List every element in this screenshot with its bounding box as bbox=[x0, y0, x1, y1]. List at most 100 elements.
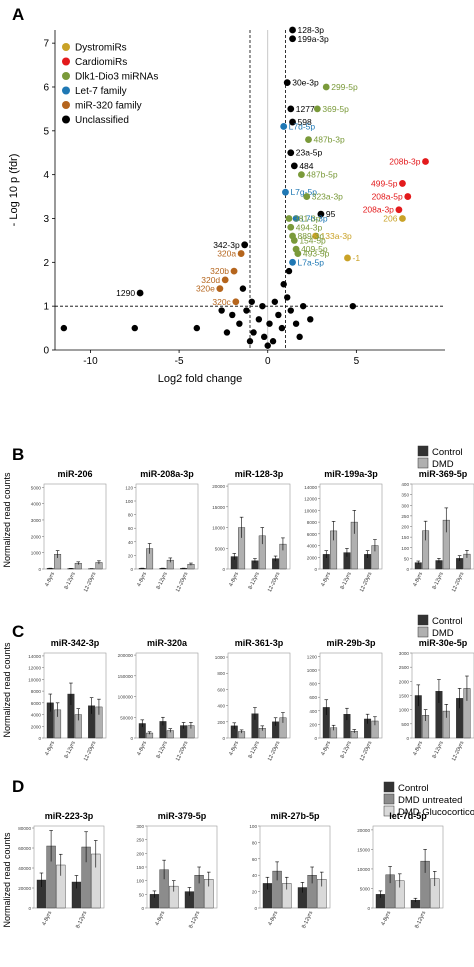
x-tick-label: 8-12yrs bbox=[340, 740, 353, 759]
panel-c-letter: C bbox=[12, 622, 24, 641]
y-tick-label: 60000 bbox=[18, 846, 31, 851]
volcano-point bbox=[285, 267, 293, 275]
point-label: 598 bbox=[298, 117, 312, 127]
y-tick-label: 4 bbox=[43, 170, 49, 181]
point-label: 320b bbox=[210, 266, 229, 276]
y-tick-label: 0 bbox=[367, 906, 370, 911]
volcano-point-labeled bbox=[280, 123, 288, 130]
volcano-point bbox=[229, 311, 236, 319]
x-tick-label: 8-12yrs bbox=[301, 910, 314, 929]
volcano-point-labeled bbox=[322, 83, 330, 91]
y-tick-label: 1200 bbox=[307, 654, 318, 659]
volcano-point bbox=[307, 316, 314, 323]
point-label: 323a-3p bbox=[312, 192, 343, 202]
y-tick-label: 100 bbox=[401, 546, 409, 551]
y-tick-label: 8000 bbox=[307, 520, 318, 525]
y-tick-label: 2500 bbox=[399, 665, 410, 670]
point-label: 381-3p bbox=[294, 213, 321, 223]
point-label: 320d bbox=[201, 275, 220, 285]
volcano-point bbox=[349, 302, 357, 310]
volcano-point-labeled bbox=[287, 149, 295, 157]
legend-label: Control bbox=[432, 447, 463, 458]
chart-frame bbox=[43, 483, 107, 570]
volcano-point bbox=[275, 311, 282, 319]
y-tick-label: 120 bbox=[125, 485, 133, 490]
y-tick-label: 20 bbox=[252, 890, 258, 895]
chart-title: miR-128-3p bbox=[235, 469, 284, 479]
y-tick-label: 2000 bbox=[31, 534, 42, 539]
panel-a-letter: A bbox=[12, 5, 24, 24]
volcano-point bbox=[299, 302, 307, 310]
point-label: -1 bbox=[353, 253, 361, 263]
panel-b-ylabel: Normalized read counts bbox=[2, 472, 12, 568]
volcano-point-labeled bbox=[241, 241, 249, 249]
bar-chart: let-7d-5p 0 5000 10000 15000 20000 4-8yrs 8-12y… bbox=[357, 811, 444, 929]
volcano-point-labeled bbox=[289, 35, 296, 43]
bar-chart: miR-29b-3p 0 200 400 600 800 1000 1200 4-8yrs 8-1… bbox=[307, 638, 383, 762]
legend-swatch bbox=[383, 793, 395, 805]
y-tick-label: 1000 bbox=[307, 668, 318, 673]
y-tick-label: 5 bbox=[43, 126, 49, 137]
point-label: 206 bbox=[383, 213, 397, 223]
y-tick-label: 80000 bbox=[18, 826, 31, 831]
volcano-point bbox=[193, 324, 201, 332]
x-tick-label: 4-8yrs bbox=[412, 571, 424, 588]
volcano-point bbox=[243, 307, 250, 314]
x-tick-label: 12-20yrs bbox=[267, 740, 282, 762]
legend-label: Control bbox=[432, 616, 463, 627]
legend-swatch bbox=[383, 781, 395, 793]
volcano-point-labeled bbox=[285, 215, 293, 222]
chart-frame bbox=[135, 652, 199, 739]
y-tick-label: 5000 bbox=[360, 886, 371, 891]
x-tick-label: 12-20yrs bbox=[267, 571, 282, 593]
bar-chart: miR-369-5p 0 50 100 150 200 250 300 350 400 4-8yrs… bbox=[401, 469, 474, 593]
y-tick-label: 2000 bbox=[399, 679, 410, 684]
point-label: 208b-3p bbox=[389, 157, 420, 167]
volcano-point-labeled bbox=[303, 193, 311, 200]
x-tick-label: 12-20yrs bbox=[175, 740, 190, 762]
y-tick-label: 2000 bbox=[307, 555, 318, 560]
y-tick-label: 0 bbox=[222, 567, 225, 572]
point-label: 30e-3p bbox=[292, 78, 319, 88]
y-tick-label: 1000 bbox=[31, 551, 42, 556]
x-tick-label: 4-8yrs bbox=[136, 740, 148, 757]
y-tick-label: 0 bbox=[28, 906, 31, 911]
point-label: 484 bbox=[299, 161, 313, 171]
legend-label: DystromiRs bbox=[75, 43, 127, 54]
x-tick-label: 12-20yrs bbox=[83, 571, 98, 593]
x-tick-label: 4-8yrs bbox=[41, 910, 53, 927]
volcano-point bbox=[218, 307, 225, 314]
y-tick-label: 40 bbox=[128, 540, 134, 545]
y-tick-label: 400 bbox=[217, 704, 225, 709]
panel-a-xlabel: Log2 fold change bbox=[158, 373, 242, 385]
x-tick-label: 4-8yrs bbox=[380, 910, 392, 927]
volcano-point-labeled bbox=[294, 250, 302, 257]
y-tick-label: 4000 bbox=[307, 544, 318, 549]
y-tick-label: 40000 bbox=[18, 866, 31, 871]
x-tick-label: 4-8yrs bbox=[44, 740, 56, 757]
volcano-point bbox=[287, 307, 294, 314]
volcano-point bbox=[264, 342, 271, 349]
x-tick-label: 12-20yrs bbox=[359, 740, 374, 762]
x-tick-label: 8-12yrs bbox=[64, 740, 77, 759]
point-label: L7b-3p bbox=[301, 213, 328, 223]
y-tick-label: 10000 bbox=[212, 526, 225, 531]
volcano-point-labeled bbox=[422, 158, 429, 165]
volcano-point bbox=[269, 338, 277, 345]
chart-title: miR-342-3p bbox=[51, 638, 100, 648]
y-tick-label: 50 bbox=[139, 892, 145, 897]
volcano-point bbox=[60, 324, 68, 332]
volcano-point-labeled bbox=[221, 276, 229, 284]
y-tick-label: 6 bbox=[43, 82, 49, 93]
x-tick-label: 8-12yrs bbox=[156, 571, 169, 590]
y-tick-label: 400 bbox=[309, 709, 317, 714]
legend-marker bbox=[62, 101, 70, 109]
y-tick-label: 15000 bbox=[212, 505, 225, 510]
point-label: 299-5p bbox=[331, 82, 358, 92]
x-tick-label: 4-8yrs bbox=[320, 740, 332, 757]
legend-label: miR-320 family bbox=[75, 101, 142, 112]
legend-label: DMD untreated bbox=[398, 795, 462, 806]
